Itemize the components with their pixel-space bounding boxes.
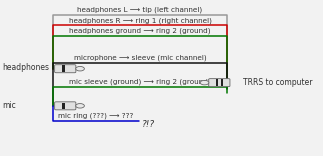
Text: mic sleeve (ground) ⟶ ring 2 (ground): mic sleeve (ground) ⟶ ring 2 (ground) bbox=[69, 79, 211, 85]
Bar bbox=[221, 79, 223, 86]
Circle shape bbox=[76, 66, 84, 71]
Circle shape bbox=[200, 80, 209, 85]
Text: mic ring (???) ⟶ ???: mic ring (???) ⟶ ??? bbox=[58, 113, 133, 119]
Text: microphone ⟶ sleeve (mic channel): microphone ⟶ sleeve (mic channel) bbox=[74, 54, 206, 61]
Text: mic: mic bbox=[2, 101, 16, 110]
Text: headphones: headphones bbox=[2, 63, 49, 72]
Bar bbox=[62, 103, 65, 109]
Text: TRRS to computer: TRRS to computer bbox=[244, 78, 313, 87]
Bar bbox=[216, 79, 218, 86]
FancyBboxPatch shape bbox=[55, 65, 76, 73]
Circle shape bbox=[76, 104, 84, 108]
Bar bbox=[62, 66, 65, 72]
FancyBboxPatch shape bbox=[55, 102, 76, 110]
FancyBboxPatch shape bbox=[209, 79, 230, 87]
Text: ?!?: ?!? bbox=[141, 120, 155, 129]
Text: headphones L ⟶ tip (left channel): headphones L ⟶ tip (left channel) bbox=[78, 6, 203, 13]
Text: headphones R ⟶ ring 1 (right channel): headphones R ⟶ ring 1 (right channel) bbox=[68, 17, 212, 24]
Text: headphones ground ⟶ ring 2 (ground): headphones ground ⟶ ring 2 (ground) bbox=[69, 28, 211, 34]
